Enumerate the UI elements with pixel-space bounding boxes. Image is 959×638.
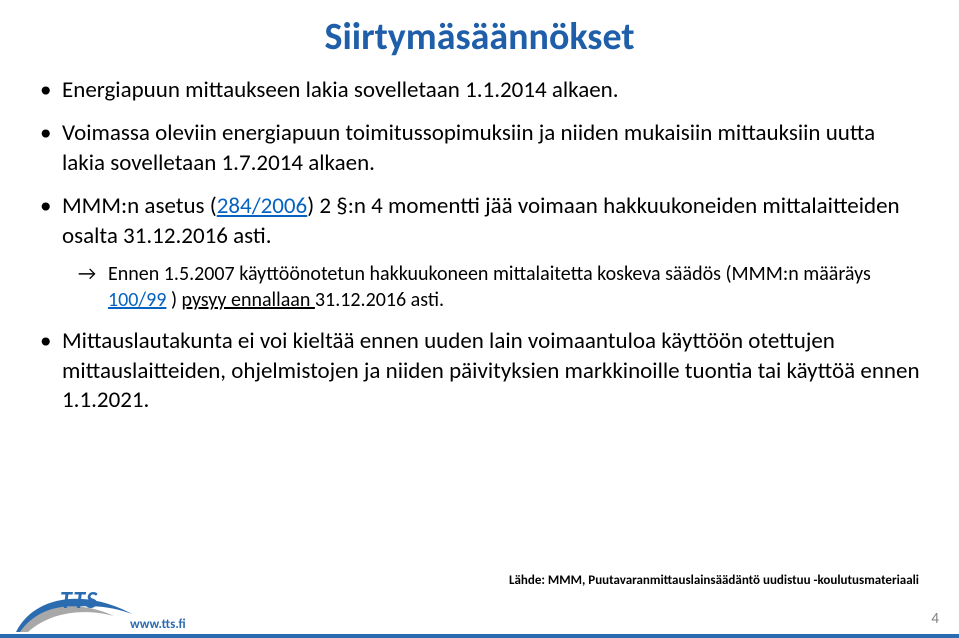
slide-body: Energiapuun mittaukseen lakia sovelletaa… [40, 76, 920, 430]
sub-bullet-list: Ennen 1.5.2007 käyttöönotetun hakkuukone… [62, 261, 920, 313]
sub-bullet-text: 31.12.2016 asti. [315, 288, 444, 312]
bullet-text: Energiapuun mittaukseen lakia sovelletaa… [62, 76, 619, 104]
footer: TTS www.tts.fi 4 [0, 600, 959, 638]
footer-url: www.tts.fi [130, 617, 186, 632]
link-text: 100/99 [108, 288, 166, 312]
bullet-item: Mittauslautakunta ei voi kieltää ennen u… [40, 327, 920, 415]
slide-title: Siirtymäsäännökset [325, 14, 635, 60]
slide-title-wrap: Siirtymäsäännökset [0, 14, 959, 60]
sub-bullet-item: Ennen 1.5.2007 käyttöönotetun hakkuukone… [62, 261, 920, 313]
link-text: 284/2006 [217, 192, 307, 220]
footer-bar [0, 634, 959, 638]
bullet-text: Voimassa oleviin energiapuun toimitussop… [62, 119, 875, 176]
bullet-text: Mittauslautakunta ei voi kieltää ennen u… [62, 327, 920, 414]
source-caption: Lähde: MMM, Puutavaranmittauslainsäädänt… [509, 573, 919, 588]
bullet-item: MMM:n asetus (284/2006) 2 §:n 4 momentti… [40, 192, 920, 313]
page-number: 4 [931, 610, 939, 628]
sub-bullet-text: Ennen 1.5.2007 käyttöönotetun hakkuukone… [108, 262, 871, 286]
bullet-list: Energiapuun mittaukseen lakia sovelletaa… [40, 76, 920, 416]
sub-bullet-text: ) [166, 288, 181, 312]
bullet-item: Energiapuun mittaukseen lakia sovelletaa… [40, 76, 920, 105]
logo-text: TTS [60, 586, 98, 615]
bullet-item: Voimassa oleviin energiapuun toimitussop… [40, 119, 920, 178]
slide: Siirtymäsäännökset Energiapuun mittaukse… [0, 0, 959, 638]
sub-bullet-text-underline: pysyy ennallaan [182, 288, 315, 312]
bullet-text: MMM:n asetus ( [62, 192, 217, 220]
